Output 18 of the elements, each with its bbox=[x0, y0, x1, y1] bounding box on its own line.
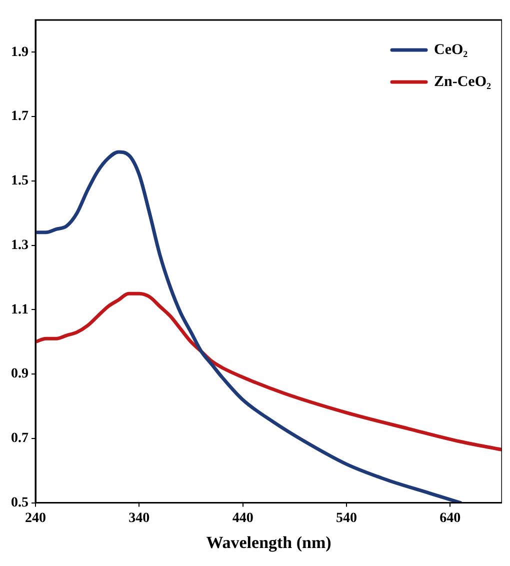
legend-label: Zn-CeO₂ bbox=[434, 74, 492, 90]
y-tick-label: 1.7 bbox=[11, 109, 28, 124]
x-tick-label: 640 bbox=[440, 510, 461, 526]
x-axis-title: Wavelength (nm) bbox=[206, 533, 332, 552]
x-tick-label: 540 bbox=[336, 510, 357, 526]
legend-label: CeO₂ bbox=[434, 42, 468, 58]
line-series bbox=[36, 292, 502, 452]
y-tick-label: 0.9 bbox=[11, 366, 28, 382]
y-tick-label: 1.3 bbox=[11, 238, 28, 253]
y-tick-label: 1.5 bbox=[11, 174, 28, 189]
x-tick-label: 440 bbox=[232, 510, 254, 526]
line-series bbox=[36, 150, 462, 503]
x-tick-label: 240 bbox=[25, 510, 46, 526]
y-tick-label: 0.5 bbox=[11, 495, 28, 510]
y-tick-label: 0.7 bbox=[11, 431, 28, 446]
x-tick-label: 340 bbox=[128, 510, 150, 526]
y-tick-label: 1.9 bbox=[11, 44, 28, 60]
y-tick-label: 1.1 bbox=[11, 302, 28, 318]
